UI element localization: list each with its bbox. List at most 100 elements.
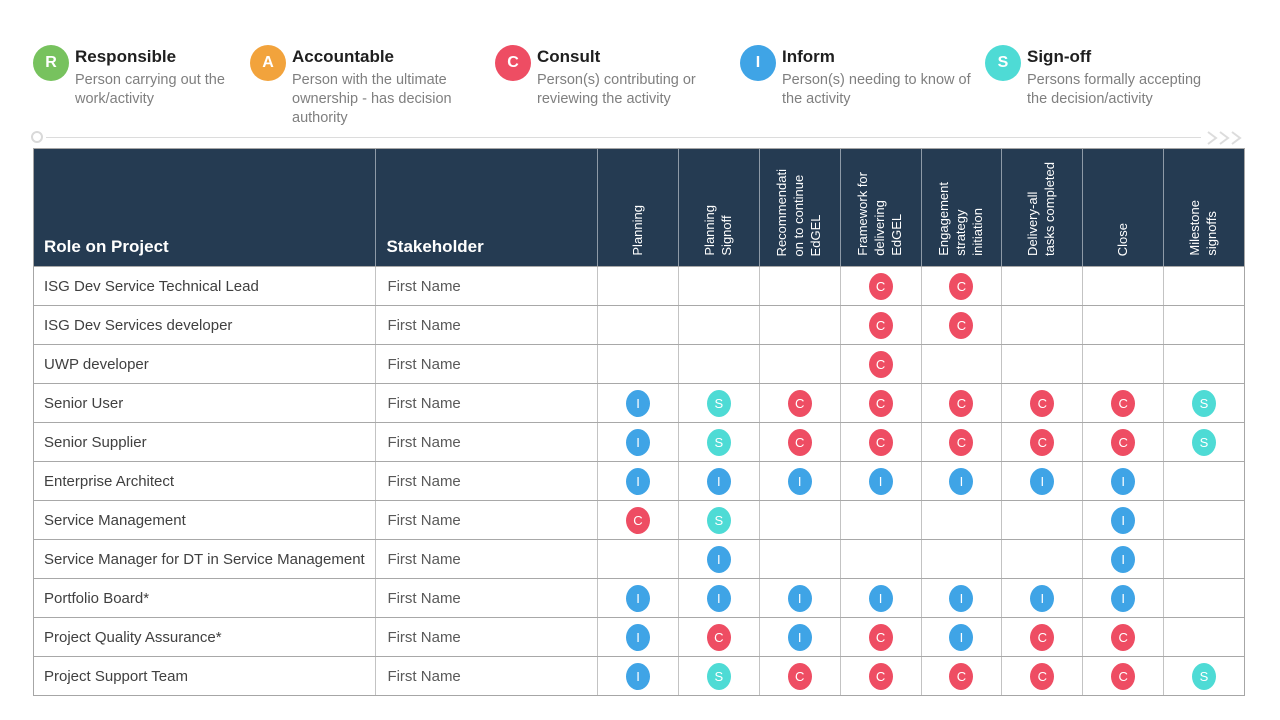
matrix-cell [1001,501,1082,539]
matrix-cell: C [839,267,921,305]
activity-column-label: Recommendati on to continue EdGEL [774,168,824,256]
table-row: Senior Supplier First Name I S C C C C C S [34,422,1244,461]
raci-badge-i: I [1030,584,1055,612]
table-header-row: Role on Project Stakeholder Planning Plan… [34,149,1244,266]
timeline-start-circle-icon [31,131,43,143]
matrix-cell [677,267,759,305]
timeline-divider [31,129,1245,147]
stakeholder-cell: First Name [375,618,597,656]
legend-item-responsible: R Responsible Person carrying out the work… [33,45,238,109]
table-row: ISG Dev Services developer First Name C C [34,305,1244,344]
raci-badge-c: C [626,506,650,534]
matrix-cell: S [677,384,759,422]
matrix-cell: S [677,423,759,461]
matrix-cell [1163,267,1244,305]
raci-badge-c: C [868,428,893,456]
matrix-cell: S [1163,657,1244,695]
matrix-cell [758,306,840,344]
matrix-cell: C [1082,657,1163,695]
raci-badge-c: C [868,350,893,378]
raci-badge-i: I [1030,467,1055,495]
stakeholder-cell: First Name [375,501,597,539]
matrix-cell: C [920,657,1002,695]
matrix-cell: C [1082,384,1163,422]
role-column-header-label: Role on Project [44,237,169,256]
raci-badge-c: C [949,389,974,417]
raci-badge-c: C [868,389,893,417]
legend-description: Person(s) needing to know of the activit… [782,72,971,107]
role-cell: Service Manager for DT in Service Manage… [44,550,365,568]
raci-badge-i: I [706,545,731,573]
role-cell: ISG Dev Service Technical Lead [44,277,259,295]
raci-badge-i: I [626,467,650,495]
activity-column-header-1: Planning Signoff [677,149,759,266]
legend-title: Consult [537,47,601,66]
matrix-cell [758,540,840,578]
matrix-cell [1082,345,1163,383]
raci-badge-c: C [1111,389,1136,417]
matrix-cell: I [920,462,1002,500]
raci-badge-s: S [706,428,731,456]
matrix-cell: I [597,384,678,422]
role-cell: Project Quality Assurance* [44,628,222,646]
role-cell: ISG Dev Services developer [44,316,233,334]
matrix-cell [839,540,921,578]
activity-column-header-5: Delivery-all tasks completed [1001,149,1082,266]
matrix-cell [597,267,678,305]
matrix-cell [758,501,840,539]
matrix-cell [839,501,921,539]
matrix-cell [1001,540,1082,578]
matrix-cell: I [839,579,921,617]
matrix-cell: C [839,657,921,695]
matrix-cell: C [1082,423,1163,461]
raci-legend: R Responsible Person carrying out the work… [0,0,1280,128]
matrix-cell [597,540,678,578]
matrix-cell [1163,462,1244,500]
activity-column-label: Planning Signoff [701,205,734,256]
raci-badge-c: C [949,428,974,456]
activity-column-header-3: Framework for delivering EdGEL [839,149,921,266]
raci-badge-c: C [1030,389,1055,417]
matrix-cell: I [1082,462,1163,500]
raci-badge-c: C [868,662,893,690]
raci-badge-s: S [1192,428,1217,456]
role-cell: Portfolio Board* [44,589,150,607]
raci-badge-i: I [868,467,893,495]
activity-column-header-0: Planning [597,149,678,266]
table-row: Service Management First Name C S I [34,500,1244,539]
activity-column-label: Engagement strategy initiation [936,182,985,256]
matrix-cell [1001,306,1082,344]
stakeholder-column-header: Stakeholder [375,149,597,266]
matrix-cell [677,345,759,383]
matrix-cell: I [597,657,678,695]
raci-badge-c: C [949,272,974,300]
raci-badge-i: I [626,389,650,417]
matrix-cell: I [597,618,678,656]
table-row: ISG Dev Service Technical Lead First Name… [34,266,1244,305]
stakeholder-cell: First Name [375,384,597,422]
raci-badge-i: I [949,623,974,651]
chevron-right-icons [1207,131,1242,145]
matrix-cell: I [920,579,1002,617]
matrix-cell: C [920,267,1002,305]
matrix-cell [597,306,678,344]
legend-text-sign-off: Sign-off Persons formally accepting the d… [1027,45,1217,109]
matrix-cell: I [758,579,840,617]
raci-badge-i: I [706,467,731,495]
table-row: Enterprise Architect First Name I I I I I I I [34,461,1244,500]
table-body: ISG Dev Service Technical Lead First Name… [34,266,1244,695]
matrix-cell: C [758,657,840,695]
matrix-cell: C [839,618,921,656]
matrix-cell: I [920,618,1002,656]
raci-badge-c: C [706,623,731,651]
legend-text-responsible: Responsible Person carrying out the work/… [75,45,238,109]
raci-badge-s: S [706,506,731,534]
table-row: Senior User First Name I S C C C C C S [34,383,1244,422]
matrix-cell: I [597,423,678,461]
matrix-cell: I [597,579,678,617]
raci-badge-c: C [787,389,812,417]
legend-text-accountable: Accountable Person with the ultimate owne… [292,45,465,128]
legend-text-consult: Consult Person(s) contributing or reviewi… [537,45,723,109]
raci-badge-i: I [626,623,650,651]
